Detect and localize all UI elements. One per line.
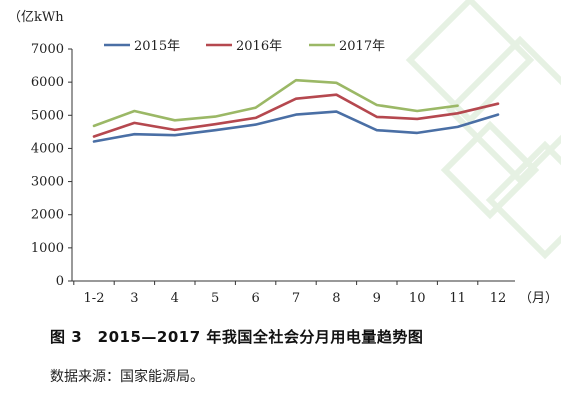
- data-source-note: 数据来源：国家能源局。: [50, 369, 204, 385]
- x-tick-label: 11: [449, 291, 466, 306]
- x-tick-label: 10: [409, 291, 426, 306]
- legend-label: 2017年: [339, 39, 385, 54]
- y-tick-label: 6000: [31, 75, 64, 90]
- y-tick-label: 2000: [31, 208, 64, 223]
- x-tick-label: 8: [332, 291, 340, 306]
- x-tick-label: 12: [490, 291, 507, 306]
- x-tick-label: 7: [292, 291, 300, 306]
- x-tick-label: 3: [130, 291, 138, 306]
- y-axis-unit-label: （亿kWh: [8, 10, 64, 25]
- x-axis-unit-label: （月）: [519, 291, 558, 306]
- legend-label: 2015年: [134, 39, 180, 54]
- background-decoration: [405, 0, 561, 260]
- legend-label: 2016年: [236, 39, 282, 54]
- y-tick-label: 3000: [31, 175, 64, 190]
- x-axis-ticks: 1-2 3 4 5 6 7 8 9 10 11 12: [73, 281, 507, 306]
- figure-caption: 图 3 2015—2017 年我国全社会分月用电量趋势图: [50, 328, 424, 346]
- x-tick-label: 1-2: [84, 291, 105, 306]
- y-tick-label: 7000: [31, 42, 64, 57]
- series-line-2015年: [92, 110, 500, 143]
- x-tick-label: 5: [211, 291, 219, 306]
- y-tick-label: 0: [56, 274, 64, 289]
- x-tick-label: 4: [171, 291, 179, 306]
- x-tick-label: 9: [373, 291, 381, 306]
- decoration-shape: [485, 140, 561, 260]
- y-tick-label: 1000: [31, 241, 64, 256]
- y-axis-ticks: 0 1000 2000 3000 4000 5000 6000 7000: [31, 42, 72, 289]
- y-tick-label: 5000: [31, 108, 64, 123]
- decoration-shape: [440, 120, 540, 220]
- decoration-shape: [405, 0, 535, 125]
- x-tick-label: 6: [251, 291, 259, 306]
- series-line-2017年: [92, 78, 459, 128]
- legend: 2015年 2016年 2017年: [104, 39, 385, 54]
- series-line-2016年: [92, 93, 500, 138]
- decoration-shape: [445, 35, 561, 185]
- line-chart: （亿kWh 2015年 2016年 2017年 0 1000 2000 3000 4000 5…: [8, 0, 561, 306]
- series-lines: [92, 78, 500, 143]
- y-tick-label: 4000: [31, 141, 64, 156]
